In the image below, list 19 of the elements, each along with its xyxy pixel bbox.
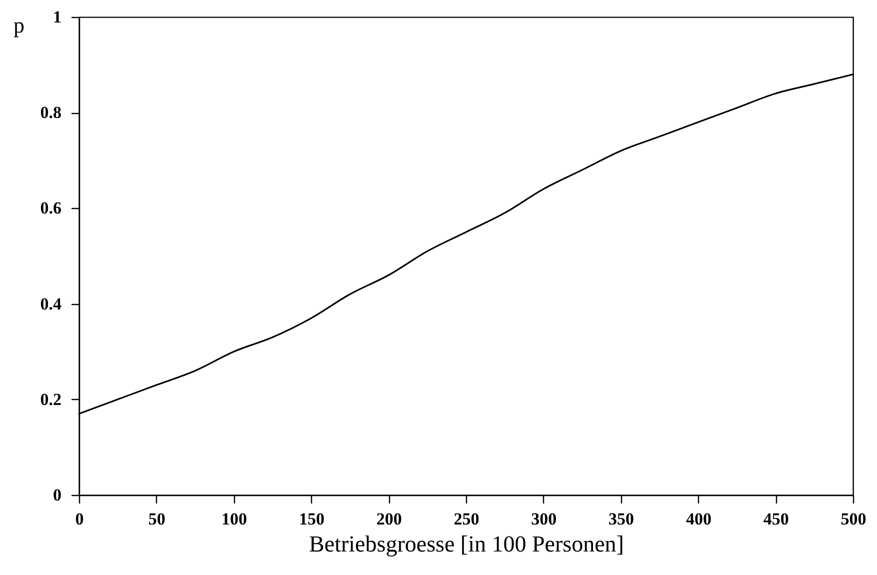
x-tick-label: 0 xyxy=(75,510,84,528)
y-tick-label: 0.8 xyxy=(40,103,62,122)
x-tick-label: 100 xyxy=(222,510,248,528)
x-tick-label: 400 xyxy=(686,510,712,528)
y-tick-label: 0.4 xyxy=(40,294,62,314)
x-tick-label: 50 xyxy=(148,510,166,528)
x-tick-label: 200 xyxy=(376,510,402,528)
x-tick-label: 150 xyxy=(298,510,324,528)
y-axis-title: p xyxy=(14,12,24,38)
y-tick-label: 0.2 xyxy=(40,390,62,409)
y-tick-label: 0 xyxy=(53,486,62,504)
x-tick-label: 500 xyxy=(840,510,866,528)
x-tick-label: 300 xyxy=(531,510,557,528)
x-tick-label: 250 xyxy=(454,510,480,528)
y-tick-label: 0.6 xyxy=(40,198,62,218)
x-tick-label: 450 xyxy=(763,510,789,528)
x-tick-label: 350 xyxy=(608,510,634,528)
y-tick-label: 1 xyxy=(53,8,62,26)
x-axis-title: Betriebsgroesse [in 100 Personen] xyxy=(309,532,624,556)
